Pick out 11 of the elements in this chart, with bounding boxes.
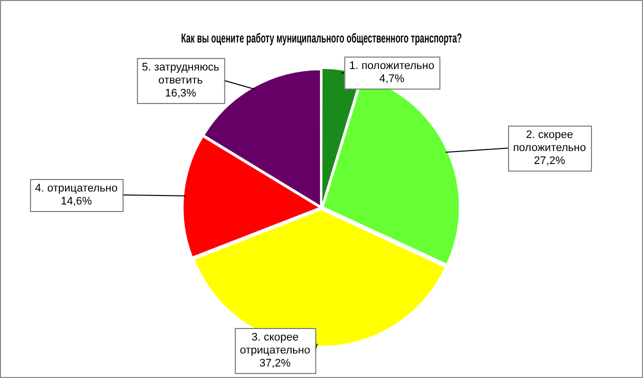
data-label: 16,3% — [164, 88, 196, 100]
chart-title: Как вы оцените работу муниципального общественного транспорта? — [181, 32, 462, 46]
slice-label: 1. положительно — [349, 60, 434, 72]
slice-label: 2. скорее положительно — [513, 129, 586, 154]
data-label: 4,7% — [379, 73, 405, 86]
slice-label: 3. скорее отрицательно — [240, 332, 310, 357]
slice-label: 4. отрицательно — [35, 182, 118, 195]
data-label: 14,6% — [60, 196, 92, 208]
slice-label: 5. затрудняюсь ответить — [142, 62, 220, 87]
data-label: 27,2% — [534, 155, 566, 168]
data-label: 37,2% — [259, 358, 291, 370]
